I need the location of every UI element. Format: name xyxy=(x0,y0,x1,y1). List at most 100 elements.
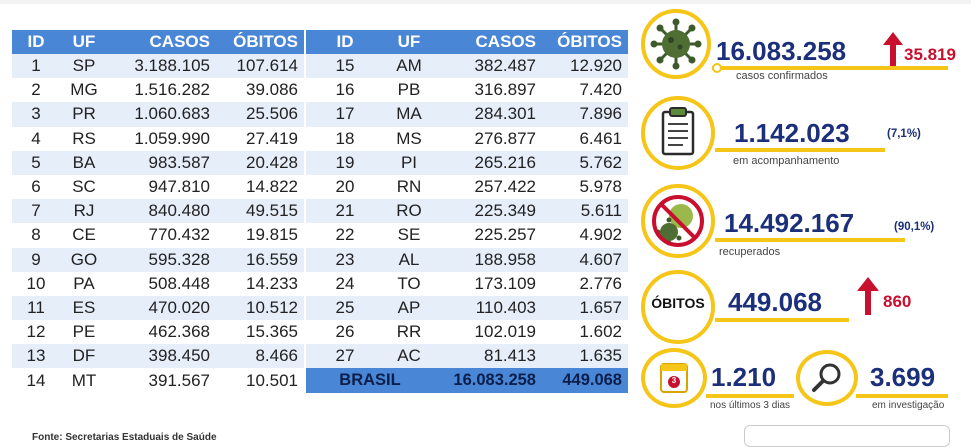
cell-id: 13 xyxy=(12,344,60,369)
cell-id: 23 xyxy=(306,247,384,272)
cell-id: 22 xyxy=(306,223,384,248)
cell-uf: CE xyxy=(60,223,108,248)
table-row: 13 DF 398.450 8.466 xyxy=(12,344,304,369)
header-uf: UF xyxy=(384,30,434,54)
cell-id: 18 xyxy=(306,126,384,151)
calendar-icon xyxy=(660,363,688,393)
cell-obitos: 7.420 xyxy=(542,78,628,103)
cell-id: 11 xyxy=(12,295,60,321)
cell-uf: SE xyxy=(384,223,434,248)
cell-id: 12 xyxy=(12,320,60,345)
cell-id: 16 xyxy=(306,78,384,103)
cell-obitos: 49.515 xyxy=(216,199,304,224)
cell-casos: 470.020 xyxy=(108,295,216,321)
cell-casos: 276.877 xyxy=(434,126,542,151)
cell-obitos: 20.428 xyxy=(216,150,304,175)
cell-obitos: 5.611 xyxy=(542,199,628,224)
table-row: 12 PE 462.368 15.365 xyxy=(12,320,304,345)
corner-box xyxy=(744,425,950,447)
cell-casos: 1.060.683 xyxy=(108,102,216,127)
header-obitos: ÓBITOS xyxy=(216,30,304,54)
cell-id: 15 xyxy=(306,54,384,79)
cell-obitos: 19.815 xyxy=(216,223,304,248)
table-row: 15 AM 382.487 12.920 xyxy=(306,54,628,79)
cell-casos: 3.188.105 xyxy=(108,54,216,79)
table-row: 5 BA 983.587 20.428 xyxy=(12,150,304,175)
up-arrow-icon xyxy=(857,277,879,315)
table-row: 25 AP 110.403 1.657 xyxy=(306,295,628,321)
cell-id: 9 xyxy=(12,247,60,272)
cell-casos: 947.810 xyxy=(108,174,216,200)
cell-id: 27 xyxy=(306,344,384,369)
cell-uf: DF xyxy=(60,344,108,369)
monitoring-value: 1.142.023 xyxy=(734,118,850,148)
deaths-underline xyxy=(715,318,849,322)
cell-casos: 391.567 xyxy=(108,368,216,393)
cell-uf: RJ xyxy=(60,199,108,224)
cell-obitos: 10.512 xyxy=(216,295,304,321)
last3days-value: 1.210 xyxy=(711,362,777,392)
cell-uf: MS xyxy=(384,126,434,151)
table-row: 22 SE 225.257 4.902 xyxy=(306,223,628,248)
cell-uf: SC xyxy=(60,174,108,200)
table-row: 4 RS 1.059.990 27.419 xyxy=(12,126,304,151)
header-casos: CASOS xyxy=(434,30,542,54)
table-row: 16 PB 316.897 7.420 xyxy=(306,78,628,103)
cell-id: 20 xyxy=(306,174,384,200)
cell-casos: 382.487 xyxy=(434,54,542,79)
cell-casos: 265.216 xyxy=(434,150,542,175)
cell-obitos: 39.086 xyxy=(216,78,304,103)
total-row: BRASIL 16.083.258 449.068 xyxy=(306,368,628,393)
recovered-pct: (90,1%) xyxy=(894,221,935,233)
confirmed-caption: casos confirmados xyxy=(736,70,828,82)
cell-obitos: 15.365 xyxy=(216,320,304,345)
header-id: ID xyxy=(306,30,384,54)
cell-casos: 225.349 xyxy=(434,199,542,224)
cell-uf: PA xyxy=(60,271,108,296)
cell-obitos: 107.614 xyxy=(216,54,304,79)
states-table-right: ID UF CASOS ÓBITOS 15 AM 382.487 12.920 16 PB… xyxy=(306,30,628,393)
recovered-value: 14.492.167 xyxy=(724,208,855,238)
cell-id: 5 xyxy=(12,150,60,175)
cell-uf: AL xyxy=(384,247,434,272)
cell-uf: MA xyxy=(384,102,434,127)
cell-casos: 1.516.282 xyxy=(108,78,216,103)
up-arrow-icon xyxy=(883,32,903,68)
virus-icon xyxy=(650,18,702,70)
cell-id: 24 xyxy=(306,271,384,296)
cell-obitos: 25.506 xyxy=(216,102,304,127)
cell-obitos: 5.978 xyxy=(542,174,628,200)
table-row: 10 PA 508.448 14.233 xyxy=(12,271,304,296)
cell-casos: 102.019 xyxy=(434,320,542,345)
table-row: 1 SP 3.188.105 107.614 xyxy=(12,54,304,79)
table-row: 24 TO 173.109 2.776 xyxy=(306,271,628,296)
cell-uf: AM xyxy=(384,54,434,79)
cell-casos: 188.958 xyxy=(434,247,542,272)
cell-uf: SP xyxy=(60,54,108,79)
cell-uf: PR xyxy=(60,102,108,127)
last3days-caption: nos últimos 3 dias xyxy=(710,400,791,411)
cell-id: 6 xyxy=(12,174,60,200)
cell-obitos: 27.419 xyxy=(216,126,304,151)
monitoring-icon-circle xyxy=(641,96,715,170)
recovered-icon-circle xyxy=(641,184,715,258)
confirmed-underline xyxy=(712,66,948,70)
deaths-delta: 860 xyxy=(883,292,912,311)
cell-id: 1 xyxy=(12,54,60,79)
cell-id: 10 xyxy=(12,271,60,296)
cell-obitos: 7.896 xyxy=(542,102,628,127)
monitoring-caption: em acompanhamento xyxy=(733,155,840,167)
cell-id: 17 xyxy=(306,102,384,127)
cell-id: 8 xyxy=(12,223,60,248)
cell-id: 3 xyxy=(12,102,60,127)
table-row: 7 RJ 840.480 49.515 xyxy=(12,199,304,224)
table-row: 9 GO 595.328 16.559 xyxy=(12,247,304,272)
clipboard-icon xyxy=(661,107,695,156)
cell-uf: TO xyxy=(384,271,434,296)
cell-obitos: 1.657 xyxy=(542,295,628,321)
cell-uf: BA xyxy=(60,150,108,175)
cell-obitos: 6.461 xyxy=(542,126,628,151)
cell-casos: 398.450 xyxy=(108,344,216,369)
cell-obitos: 12.920 xyxy=(542,54,628,79)
table-row: 21 RO 225.349 5.611 xyxy=(306,199,628,224)
